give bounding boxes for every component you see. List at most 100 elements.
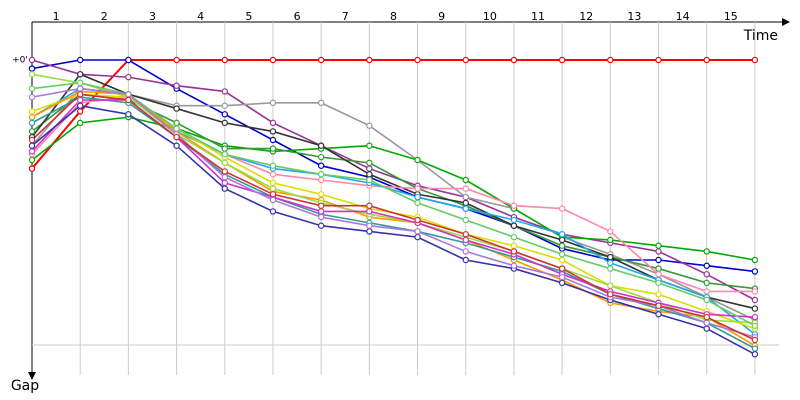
- point: [221, 159, 228, 167]
- point: [414, 156, 421, 164]
- point: [125, 96, 132, 104]
- point: [655, 265, 662, 272]
- point: [317, 153, 325, 161]
- point: [76, 85, 84, 92]
- point: [751, 305, 759, 312]
- point: [28, 108, 36, 115]
- point: [269, 191, 277, 198]
- x-tick-label: 9: [438, 10, 445, 23]
- x-tick-label: 13: [627, 10, 641, 23]
- point: [655, 256, 662, 264]
- series-line: [31, 93, 756, 330]
- point: [558, 242, 566, 249]
- point: [510, 56, 518, 64]
- x-tick-label: 11: [531, 10, 545, 23]
- point: [703, 296, 710, 304]
- point: [655, 302, 662, 309]
- point: [269, 196, 277, 204]
- point: [269, 119, 277, 127]
- series-line: [31, 59, 755, 170]
- point: [703, 313, 710, 321]
- point: [221, 145, 228, 152]
- point: [366, 222, 373, 229]
- point: [607, 253, 614, 261]
- point: [269, 179, 277, 187]
- point: [76, 96, 84, 104]
- point: [173, 56, 180, 64]
- point: [173, 125, 180, 132]
- point: [28, 71, 36, 78]
- series-line: [31, 87, 756, 321]
- point: [558, 265, 566, 272]
- point: [269, 99, 277, 107]
- point: [607, 265, 614, 272]
- point: [558, 56, 566, 64]
- point: [510, 242, 518, 249]
- point: [655, 242, 662, 249]
- point: [655, 311, 662, 318]
- point: [269, 162, 277, 169]
- point: [269, 128, 277, 135]
- series-line: [31, 87, 756, 335]
- point: [366, 171, 373, 178]
- point: [317, 213, 325, 221]
- point: [366, 208, 373, 215]
- point: [751, 351, 759, 358]
- point: [317, 222, 325, 229]
- point: [366, 228, 373, 235]
- x-tick-label: 5: [245, 10, 252, 23]
- x-tick-label: 3: [149, 10, 156, 23]
- point: [221, 56, 228, 64]
- point: [173, 105, 180, 112]
- point: [703, 288, 710, 295]
- point: [414, 199, 421, 207]
- point: [28, 85, 36, 92]
- point: [28, 142, 36, 149]
- point: [221, 185, 228, 192]
- x-axis-label: Time: [743, 28, 778, 44]
- point: [655, 271, 662, 278]
- point: [751, 56, 759, 64]
- point: [607, 291, 614, 298]
- point: [703, 248, 710, 255]
- point: [28, 65, 36, 72]
- point: [751, 322, 759, 329]
- point: [414, 216, 421, 224]
- point: [462, 231, 469, 238]
- point: [221, 179, 228, 187]
- point: [703, 319, 710, 327]
- point: [558, 231, 566, 238]
- point: [510, 222, 518, 229]
- point: [462, 185, 469, 192]
- point: [703, 262, 710, 269]
- series-line: [31, 96, 755, 293]
- point: [28, 113, 36, 121]
- point: [317, 142, 325, 149]
- point: [317, 191, 325, 198]
- point: [76, 71, 84, 78]
- point: [751, 296, 759, 304]
- point: [462, 256, 469, 264]
- point: [607, 236, 614, 244]
- point: [462, 205, 469, 212]
- point: [655, 248, 662, 255]
- x-tick-label: 14: [676, 10, 690, 23]
- point: [414, 185, 421, 192]
- y-tick-label: +0': [12, 56, 28, 66]
- series-line: [31, 93, 756, 341]
- point: [317, 202, 325, 209]
- point: [462, 216, 469, 224]
- point: [366, 176, 373, 184]
- point: [125, 111, 132, 118]
- point: [317, 171, 325, 178]
- point: [269, 145, 277, 152]
- point: [173, 142, 180, 149]
- point: [221, 88, 228, 95]
- point: [125, 73, 132, 81]
- point: [173, 119, 180, 127]
- x-tick-label: 8: [390, 10, 397, 23]
- point: [221, 173, 228, 181]
- point: [221, 119, 228, 127]
- point: [366, 165, 373, 172]
- point: [462, 193, 469, 201]
